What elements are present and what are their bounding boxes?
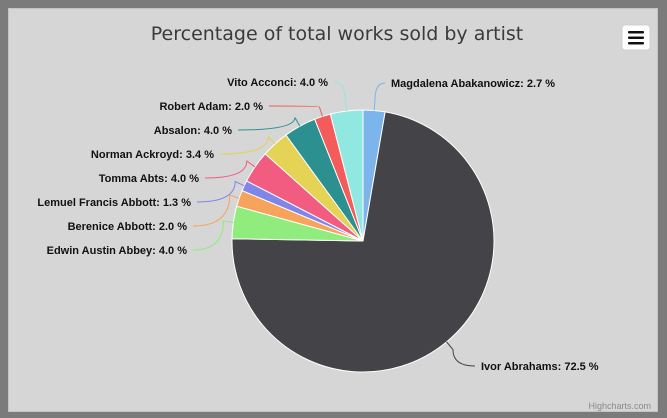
connector-berenice-abbott bbox=[192, 194, 240, 227]
data-label-magdalena-abakanowicz: Magdalena Abakanowicz: 2.7 % bbox=[391, 78, 555, 90]
connector-tomma-abts bbox=[204, 160, 256, 179]
pie-slices bbox=[231, 109, 495, 373]
connector-magdalena-abakanowicz bbox=[373, 82, 386, 111]
data-label-lemuel-francis-abbott: Lemuel Francis Abbott: 1.3 % bbox=[37, 197, 191, 209]
data-label-absalon: Absalon: 4.0 % bbox=[154, 125, 232, 137]
connector-edwin-austin-abbey bbox=[192, 220, 234, 251]
connector-lemuel-francis-abbott bbox=[196, 180, 245, 203]
data-label-tomma-abts: Tomma Abts: 4.0 % bbox=[99, 173, 199, 185]
data-label-robert-adam: Robert Adam: 2.0 % bbox=[159, 101, 263, 113]
connector-robert-adam bbox=[268, 105, 323, 117]
chart-menu-button[interactable] bbox=[621, 24, 651, 51]
hamburger-menu-icon bbox=[628, 31, 644, 45]
data-label-edwin-austin-abbey: Edwin Austin Abbey: 4.0 % bbox=[47, 245, 188, 257]
pie-chart: Percentage of total works sold by artist… bbox=[37, 23, 651, 411]
connector-vito-acconci bbox=[333, 81, 348, 112]
data-label-ivor-abrahams: Ivor Abrahams: 72.5 % bbox=[481, 361, 599, 373]
connector-ivor-abrahams bbox=[446, 341, 476, 367]
connector-absalon bbox=[237, 115, 301, 131]
data-label-norman-ackroyd: Norman Ackroyd: 3.4 % bbox=[91, 149, 214, 161]
pie-slice-vito-acconci[interactable] bbox=[329, 109, 364, 242]
data-label-berenice-abbott: Berenice Abbott: 2.0 % bbox=[68, 221, 188, 233]
label-connectors bbox=[192, 81, 476, 367]
credits-link[interactable]: Highcharts.com bbox=[588, 401, 651, 411]
data-labels: Magdalena Abakanowicz: 2.7 % Ivor Abraham… bbox=[37, 77, 598, 373]
chart-container: Percentage of total works sold by artist… bbox=[8, 8, 658, 412]
chart-title: Percentage of total works sold by artist bbox=[151, 23, 523, 45]
data-label-vito-acconci: Vito Acconci: 4.0 % bbox=[227, 77, 328, 89]
connector-norman-ackroyd bbox=[219, 135, 276, 155]
pie-slice-ivor-abrahams[interactable] bbox=[231, 111, 495, 373]
